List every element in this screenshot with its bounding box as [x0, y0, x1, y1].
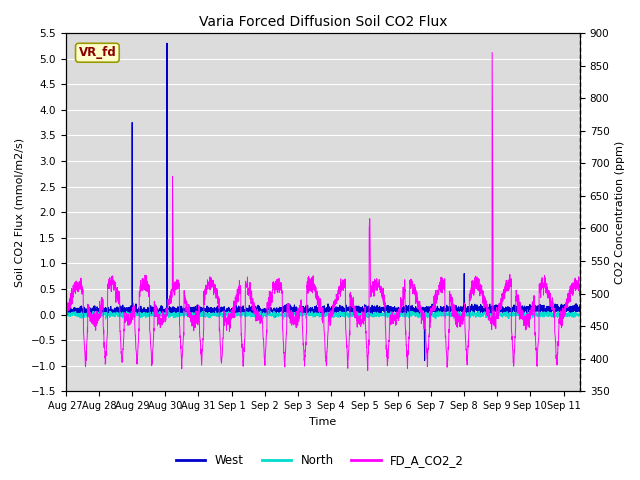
Text: VR_fd: VR_fd: [79, 46, 116, 59]
Legend: West, North, FD_A_CO2_2: West, North, FD_A_CO2_2: [171, 449, 469, 472]
Y-axis label: Soil CO2 Flux (mmol/m2/s): Soil CO2 Flux (mmol/m2/s): [15, 138, 25, 287]
Y-axis label: CO2 Concentration (ppm): CO2 Concentration (ppm): [615, 141, 625, 284]
X-axis label: Time: Time: [309, 417, 337, 427]
Title: Varia Forced Diffusion Soil CO2 Flux: Varia Forced Diffusion Soil CO2 Flux: [198, 15, 447, 29]
